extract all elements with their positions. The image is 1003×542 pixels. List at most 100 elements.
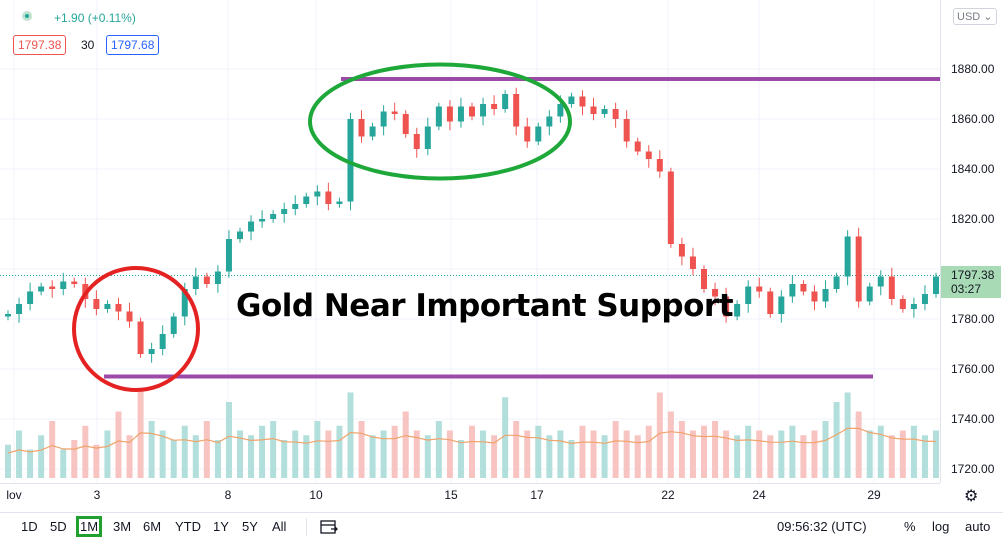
volume-bar: [16, 430, 23, 478]
volume-bar: [181, 425, 188, 478]
date-range-icon[interactable]: [320, 519, 338, 538]
timeframe-1y[interactable]: 1Y: [213, 519, 229, 534]
candle: [502, 94, 509, 109]
candle: [391, 111, 398, 114]
candle: [667, 171, 674, 244]
candle: [115, 304, 122, 312]
candle: [5, 314, 11, 317]
volume-bar: [557, 430, 564, 478]
candle: [933, 276, 939, 294]
candle: [712, 289, 719, 297]
timeframe-5y[interactable]: 5Y: [242, 519, 258, 534]
candle: [634, 141, 641, 152]
bar-countdown: 03:27: [951, 282, 982, 296]
candle: [579, 96, 586, 107]
volume-bar: [435, 421, 442, 478]
candle: [137, 321, 144, 354]
candle: [347, 119, 354, 202]
candle: [16, 304, 23, 314]
volume-bar: [822, 421, 829, 478]
volume-bar: [535, 425, 542, 478]
volume-bar: [491, 435, 498, 478]
volume-bar: [369, 435, 376, 478]
timeframe-5d[interactable]: 5D: [50, 519, 67, 534]
volume-bar: [424, 435, 431, 478]
volume-bar: [5, 444, 11, 478]
candle: [623, 119, 630, 142]
timeframe-3m[interactable]: 3M: [113, 519, 132, 534]
volume-bar: [203, 421, 210, 478]
timeframe-all[interactable]: All: [272, 519, 287, 534]
time-tick-label: 24: [752, 488, 766, 502]
price-tick-label: 1780.00: [951, 312, 995, 326]
time-tick-label: 3: [93, 488, 101, 502]
currency-selector[interactable]: USD ⌄: [953, 8, 997, 25]
volume-bar: [712, 421, 719, 478]
volume-bar: [877, 425, 884, 478]
time-tick-label: 22: [661, 488, 675, 502]
volume-bar: [502, 397, 509, 478]
volume-bar: [689, 430, 696, 478]
candle: [270, 214, 277, 219]
candle: [325, 191, 332, 204]
volume-bar: [623, 430, 630, 478]
volume-bar: [82, 425, 89, 478]
candle: [524, 126, 531, 142]
volume-bar: [214, 440, 221, 478]
ask-price-button[interactable]: 1797.68: [106, 35, 160, 55]
volume-bar: [568, 440, 575, 478]
percent-scale-toggle[interactable]: %: [904, 519, 916, 534]
time-axis[interactable]: lov 3 8 10 15 17 22 24 29: [0, 483, 940, 506]
auto-scale-toggle[interactable]: auto: [965, 519, 991, 534]
candle: [413, 134, 420, 149]
candle: [49, 286, 56, 289]
volume-bar: [469, 425, 475, 478]
timeframe-ytd[interactable]: YTD: [175, 519, 201, 534]
candle: [855, 236, 862, 302]
candle: [734, 304, 741, 317]
price-axis[interactable]: USD ⌄ 1720.00 1740.00 1760.00 1780.00 1820.0…: [940, 0, 1003, 483]
timeframe-6m[interactable]: 6M: [143, 519, 162, 534]
price-tick-label: 1820.00: [951, 212, 995, 226]
volume-bar: [734, 435, 741, 478]
volume-bar: [888, 435, 895, 478]
volume-bar: [281, 440, 288, 478]
candle: [259, 219, 266, 222]
candle: [656, 159, 663, 172]
utc-clock[interactable]: 09:56:32 (UTC): [777, 519, 867, 534]
volume-bar: [237, 430, 243, 478]
timeframe-1d[interactable]: 1D: [21, 519, 38, 534]
price-tick-label: 1760.00: [951, 362, 995, 376]
timeframe-1m[interactable]: 1M: [76, 516, 103, 537]
candle: [557, 104, 564, 117]
volume-bar: [457, 440, 464, 478]
time-tick-label: 17: [530, 488, 544, 502]
grid: [0, 0, 940, 483]
volume-bar: [524, 430, 531, 478]
price-chart[interactable]: [0, 0, 940, 483]
volume-bar: [745, 425, 752, 478]
time-tick-label: lov: [6, 488, 22, 502]
consolidation-ellipse: [308, 62, 572, 181]
gear-icon[interactable]: ⚙: [964, 488, 979, 505]
log-scale-toggle[interactable]: log: [932, 519, 950, 534]
volume-bar: [446, 430, 453, 478]
chart-area[interactable]: +1.90 (+0.11%) 1797.38 30 1797.68 Gold N…: [0, 0, 940, 483]
candle: [380, 111, 387, 127]
candle: [402, 114, 409, 134]
candle: [866, 286, 873, 302]
candle: [71, 281, 78, 284]
candle: [248, 221, 255, 232]
volume-bar: [933, 430, 939, 478]
volume-bar: [225, 402, 232, 478]
candle: [701, 269, 707, 289]
volume-bar: [270, 421, 277, 478]
candle: [745, 286, 752, 304]
volume-bar: [126, 435, 133, 478]
candle: [38, 286, 45, 292]
candle: [237, 231, 243, 239]
volume-bar: [71, 440, 78, 478]
bid-price-button[interactable]: 1797.38: [13, 35, 67, 55]
volume-bar: [855, 411, 862, 478]
volume-bar: [656, 392, 663, 478]
